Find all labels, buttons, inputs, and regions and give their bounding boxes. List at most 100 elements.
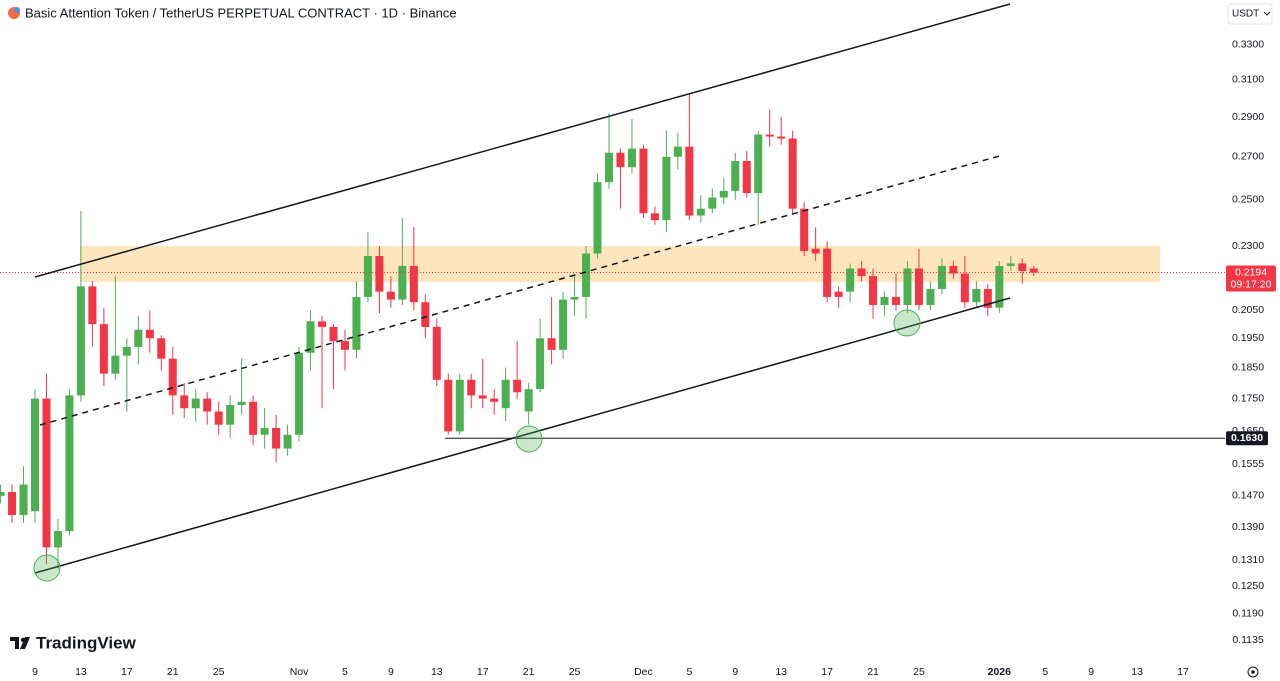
candle-body [409, 265, 418, 303]
candle-body [340, 341, 349, 350]
candle-body [926, 289, 935, 305]
x-tick-label: 2026 [988, 666, 1012, 678]
candle-body [501, 379, 510, 409]
y-tick-label: 0.1850 [1232, 361, 1264, 373]
candle-body [731, 160, 740, 191]
candle-body [823, 248, 832, 297]
x-tick-label: 21 [167, 666, 179, 678]
y-tick-label: 0.1190 [1232, 607, 1263, 619]
x-tick-label: 13 [75, 666, 87, 678]
tradingview-logo: TradingView [10, 633, 137, 652]
y-tick-label: 0.3100 [1232, 74, 1264, 86]
candle-body [490, 398, 499, 402]
countdown-label: 09:17:20 [1231, 278, 1272, 290]
x-tick-label: 21 [523, 666, 535, 678]
candle-body [398, 265, 407, 300]
candle-body [0, 492, 5, 496]
y-tick-label: 0.1950 [1232, 332, 1264, 344]
x-tick-label: 17 [121, 666, 133, 678]
candle-body [145, 329, 154, 339]
currency-button[interactable] [1227, 3, 1273, 25]
y-tick-label: 0.1390 [1232, 521, 1264, 533]
plot-layer [0, 94, 1225, 569]
y-tick-label: 0.2050 [1232, 304, 1264, 316]
y-tick-label: 0.2900 [1232, 111, 1264, 123]
x-tick-label: 25 [913, 666, 925, 678]
logo-dot [20, 637, 26, 643]
candle-body [673, 146, 682, 157]
touch-marker [515, 425, 543, 453]
candle-body [892, 296, 900, 305]
x-tick-label: 9 [388, 666, 394, 678]
candle-body [203, 398, 212, 412]
x-tick-label: 5 [1042, 666, 1048, 678]
candle-body [432, 326, 441, 380]
x-tick-label: 9 [1088, 666, 1094, 678]
candle-body [53, 531, 62, 548]
price-level-tag [1226, 431, 1268, 446]
candle-body [1006, 263, 1015, 266]
candle-body [65, 395, 74, 532]
candle-body [88, 286, 97, 325]
candle-body [869, 276, 878, 305]
settings-button[interactable] [1247, 666, 1259, 678]
touch-marker [33, 554, 61, 582]
candle-body [777, 136, 786, 139]
candle-body [788, 138, 797, 209]
candle-body [386, 291, 395, 300]
x-tick-label: Dec [634, 666, 653, 678]
candle-body [363, 256, 372, 297]
y-tick-label: 0.1470 [1232, 490, 1264, 502]
y-tick-label: 0.2300 [1232, 240, 1264, 252]
candle-body [249, 401, 258, 435]
candle-body [352, 296, 361, 350]
candle-body [524, 389, 533, 412]
x-tick-label: 21 [867, 666, 879, 678]
mid-trendline [39, 154, 1004, 426]
candle-body [754, 134, 763, 194]
x-tick-label: 13 [431, 666, 443, 678]
candle-body [226, 404, 235, 425]
x-tick-label: 5 [686, 666, 692, 678]
candle-body [76, 286, 85, 396]
candle-body [639, 148, 648, 214]
candle-body [662, 156, 671, 221]
candle-body [995, 265, 1004, 308]
candle-body [960, 273, 969, 303]
last-price-tag [1226, 265, 1276, 292]
candle-body [559, 299, 568, 350]
candle-body [547, 338, 556, 350]
price-level-label: 0.1630 [1231, 432, 1263, 444]
candle-body [214, 411, 223, 425]
labels-layer: Basic Attention Token / TetherUS PERPETU… [8, 3, 1276, 678]
candle-body [972, 289, 981, 303]
candle-body [570, 296, 579, 300]
y-tick-label: 0.3300 [1232, 39, 1264, 51]
candle-body [295, 352, 304, 435]
drawings [33, 3, 1011, 582]
candle-body [237, 401, 246, 405]
candle-body [650, 213, 659, 221]
candle-body [914, 268, 923, 305]
candle-body [685, 146, 694, 216]
y-tick-label: 0.2700 [1232, 151, 1264, 163]
y-tick-label: 0.1250 [1232, 580, 1264, 592]
candle-body [800, 208, 809, 252]
candle-body [467, 379, 476, 396]
candle-body [283, 434, 292, 449]
candle-body [99, 324, 108, 374]
candle-body [1029, 268, 1038, 273]
upper-trendline [34, 3, 1011, 278]
candle-body [811, 248, 820, 254]
candle-body [329, 326, 338, 342]
watermark: TradingView [36, 633, 137, 652]
currency-chevron [1263, 11, 1271, 16]
x-tick-label: Nov [290, 666, 309, 678]
candle-body [444, 379, 453, 432]
resistance-zone [80, 246, 1160, 282]
candle-body [880, 296, 889, 305]
candle-body [42, 398, 51, 548]
x-tick-label: 9 [32, 666, 38, 678]
